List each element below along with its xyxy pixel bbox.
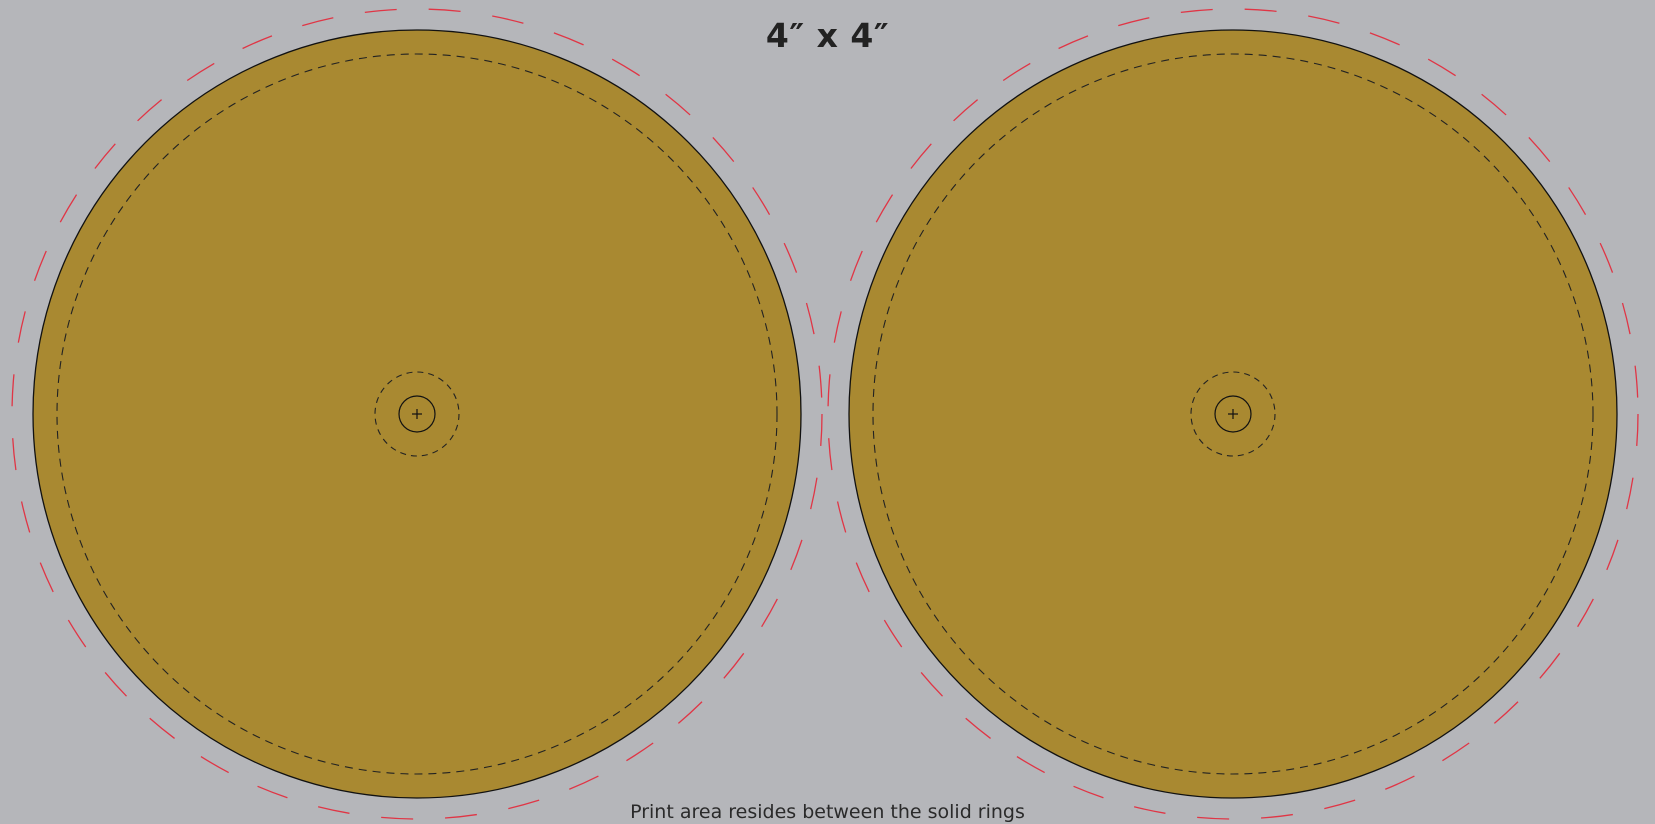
bleed-ring — [11, 8, 823, 820]
disc-left — [11, 8, 823, 820]
safe-area-ring — [872, 53, 1594, 775]
hub-safe-ring — [1190, 371, 1276, 457]
bleed-ring — [827, 8, 1639, 820]
center-hole-ring — [1214, 395, 1252, 433]
print-area-note: Print area resides between the solid rin… — [630, 801, 1025, 823]
disc-right — [827, 8, 1639, 820]
crosshair-icon — [1228, 409, 1238, 419]
center-hole-ring — [398, 395, 436, 433]
hub-safe-ring — [374, 371, 460, 457]
crosshair-icon — [412, 409, 422, 419]
size-title: 4″ x 4″ — [765, 16, 890, 55]
safe-area-ring — [56, 53, 778, 775]
